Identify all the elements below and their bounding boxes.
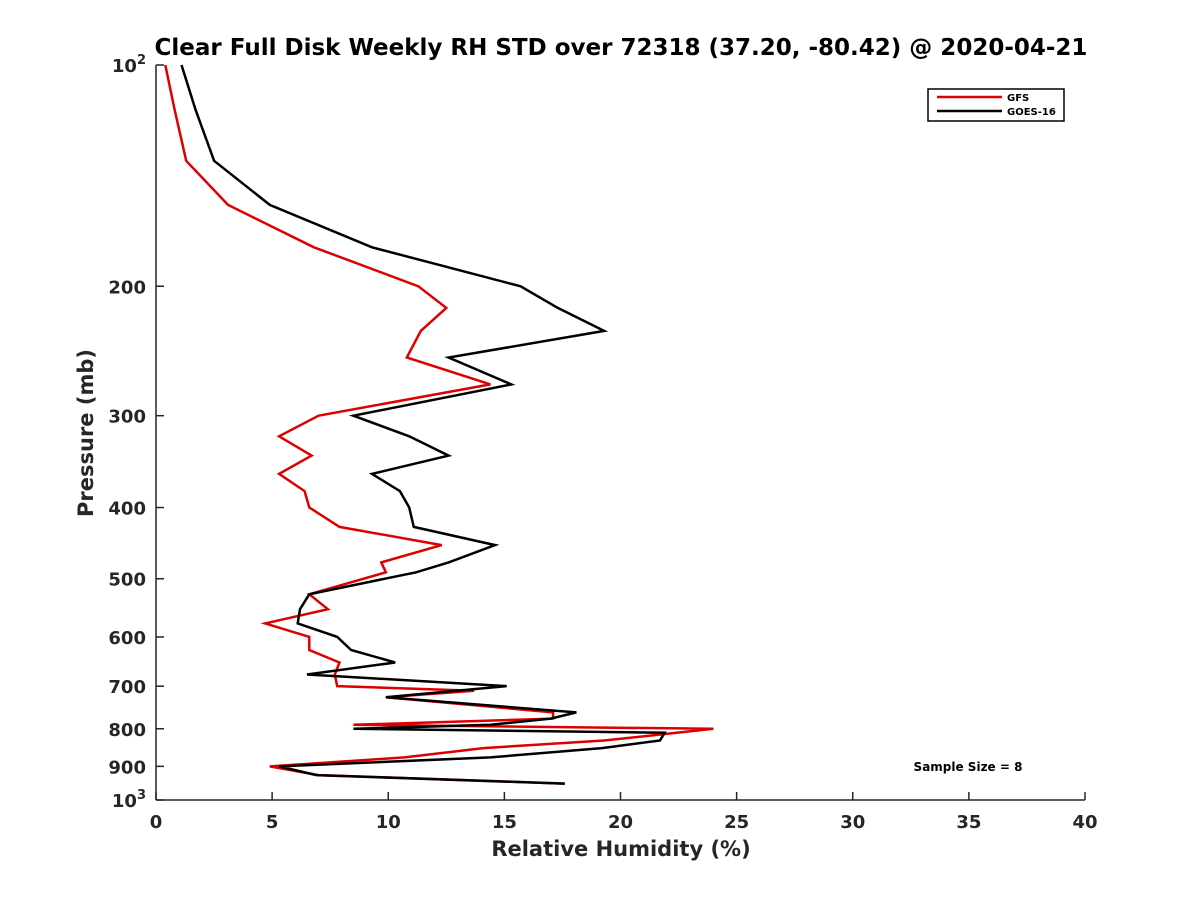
y-axis-ticks: 102 200 300 400 500 600 700 800 900 103 xyxy=(108,53,164,812)
x-tick-label: 5 xyxy=(266,812,279,833)
y-tick-label: 800 xyxy=(108,720,146,741)
y-tick-label: 103 xyxy=(112,788,146,812)
y-tick-label: 500 xyxy=(108,570,146,591)
y-tick-label: 900 xyxy=(108,757,146,778)
y-tick-label: 700 xyxy=(108,677,146,698)
x-tick-label: 15 xyxy=(492,812,517,833)
legend-entry-gfs: GFS xyxy=(1007,93,1029,104)
x-tick-label: 20 xyxy=(608,812,633,833)
y-tick-label: 400 xyxy=(108,499,146,520)
series-line-goes16 xyxy=(180,64,667,785)
y-tick-label: 200 xyxy=(108,277,146,298)
legend: GFS GOES-16 xyxy=(927,88,1065,122)
legend-entry-goes16: GOES-16 xyxy=(1007,107,1056,118)
sample-size-annotation: Sample Size = 8 xyxy=(914,760,1023,774)
series-line-gfs xyxy=(164,64,714,785)
plot-area xyxy=(164,64,714,785)
x-tick-label: 0 xyxy=(150,812,163,833)
x-tick-label: 40 xyxy=(1072,812,1097,833)
y-axis-label: Pressure (mb) xyxy=(74,349,98,517)
y-tick-label: 600 xyxy=(108,628,146,649)
y-tick-label: 102 xyxy=(112,53,146,77)
x-tick-label: 35 xyxy=(956,812,981,833)
legend-box xyxy=(927,88,1065,122)
x-tick-label: 30 xyxy=(840,812,865,833)
x-tick-label: 25 xyxy=(724,812,749,833)
chart-title: Clear Full Disk Weekly RH STD over 72318… xyxy=(155,35,1088,61)
x-axis-label: Relative Humidity (%) xyxy=(491,837,750,861)
x-tick-label: 10 xyxy=(376,812,401,833)
y-tick-label: 300 xyxy=(108,407,146,428)
x-axis-ticks: 0 5 10 15 20 25 30 35 40 xyxy=(150,792,1098,833)
